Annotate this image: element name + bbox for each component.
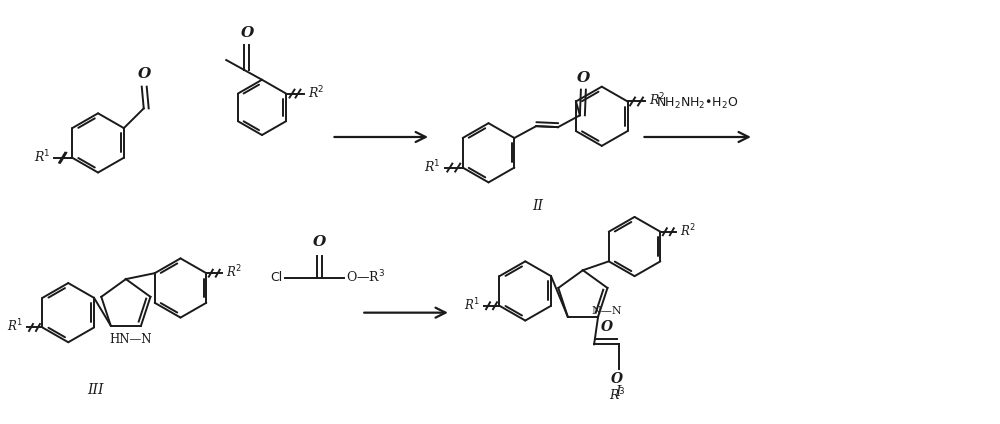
Text: R$^1$: R$^1$ (34, 148, 50, 165)
Text: R$^1$: R$^1$ (7, 318, 23, 335)
Text: O: O (240, 26, 254, 40)
Text: R$^1$: R$^1$ (424, 158, 441, 175)
Text: O: O (312, 234, 326, 248)
Text: O: O (577, 71, 591, 85)
Text: HN—N: HN—N (110, 333, 152, 346)
Text: O: O (611, 372, 623, 386)
Text: R$^3$: R$^3$ (609, 387, 625, 403)
Text: O: O (600, 321, 613, 335)
Text: O—R$^3$: O—R$^3$ (346, 269, 386, 285)
Text: II: II (533, 199, 544, 213)
Text: I: I (615, 385, 620, 399)
Text: O: O (138, 67, 151, 81)
Text: N—N: N—N (591, 306, 622, 316)
Text: Cl: Cl (271, 271, 283, 284)
Text: R$^2$: R$^2$ (226, 264, 242, 281)
Text: R$^1$: R$^1$ (464, 296, 480, 313)
Text: R$^2$: R$^2$ (308, 84, 324, 101)
Text: R$^2$: R$^2$ (649, 92, 666, 109)
Text: R$^2$: R$^2$ (680, 223, 696, 239)
Text: III: III (87, 382, 103, 396)
Text: NH$_2$NH$_2$•H$_2$O: NH$_2$NH$_2$•H$_2$O (656, 96, 738, 112)
